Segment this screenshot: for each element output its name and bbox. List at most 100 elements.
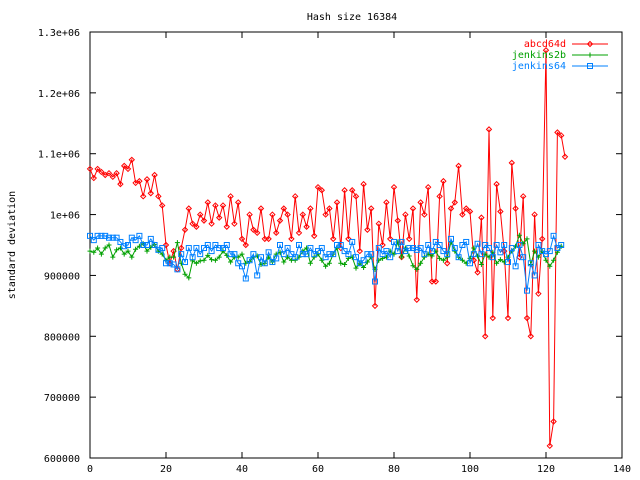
data-point-abcd64d: [238, 235, 246, 243]
data-point-jenkins64: [341, 248, 348, 255]
data-point-jenkins2b: [235, 254, 241, 260]
data-point-jenkins64: [402, 248, 409, 255]
data-point-abcd64d: [136, 177, 143, 185]
data-point-abcd64d: [208, 220, 215, 227]
data-point-jenkins64: [448, 235, 454, 242]
data-point-abcd64d: [493, 180, 500, 188]
data-point-jenkins2b: [216, 254, 222, 260]
data-point-abcd64d: [352, 193, 360, 200]
data-point-jenkins64: [109, 234, 116, 241]
data-point-abcd64d: [276, 217, 284, 224]
data-point-jenkins64: [90, 237, 97, 244]
x-tick-label: 0: [87, 464, 93, 475]
data-point-jenkins64: [493, 242, 500, 248]
x-tick-label: 60: [312, 464, 324, 475]
data-point-abcd64d: [440, 177, 447, 185]
data-point-abcd64d: [497, 208, 504, 215]
data-point-abcd64d: [227, 193, 234, 200]
data-point-jenkins64: [330, 251, 337, 258]
data-point-abcd64d: [253, 229, 261, 237]
data-point-jenkins2b: [414, 266, 420, 272]
data-point-jenkins64: [353, 254, 359, 261]
data-point-abcd64d: [527, 333, 535, 340]
data-point-jenkins64: [125, 242, 131, 248]
x-tick-label: 140: [613, 464, 631, 475]
data-point-abcd64d: [223, 223, 231, 230]
data-point-jenkins64: [478, 251, 485, 258]
data-point-jenkins2b: [209, 257, 215, 263]
data-point-jenkins64: [497, 249, 504, 256]
data-point-abcd64d: [280, 205, 288, 212]
x-tick-label: 120: [537, 464, 555, 475]
data-point-jenkins64: [398, 238, 405, 245]
data-point-abcd64d: [265, 235, 272, 243]
y-tick-label: 1.2e+06: [38, 89, 80, 100]
data-point-abcd64d: [307, 205, 314, 212]
y-tick-label: 900000: [44, 271, 80, 282]
series-line-jenkins64: [89, 234, 562, 291]
data-point-jenkins64: [258, 254, 264, 261]
data-point-abcd64d: [542, 47, 550, 54]
data-point-abcd64d: [341, 187, 348, 194]
data-point-jenkins2b: [547, 263, 553, 269]
data-point-jenkins2b: [212, 257, 218, 263]
data-point-jenkins2b: [95, 245, 101, 251]
data-point-jenkins64: [87, 232, 93, 239]
data-point-jenkins2b: [323, 263, 329, 269]
data-point-jenkins2b: [311, 254, 317, 260]
data-point-jenkins2b: [281, 259, 287, 265]
data-point-jenkins64: [508, 245, 515, 252]
data-point-jenkins2b: [186, 275, 192, 281]
data-point-jenkins2b: [106, 242, 112, 248]
data-point-abcd64d: [231, 220, 238, 227]
data-point-abcd64d: [550, 418, 557, 425]
data-point-jenkins64: [444, 251, 451, 258]
data-point-abcd64d: [128, 156, 136, 164]
data-point-abcd64d: [329, 235, 337, 243]
data-point-abcd64d: [196, 211, 204, 218]
data-point-jenkins64: [322, 254, 329, 261]
data-point-abcd64d: [291, 193, 299, 200]
data-point-jenkins64: [467, 260, 473, 267]
data-point-jenkins64: [155, 246, 162, 253]
data-point-abcd64d: [386, 235, 394, 243]
data-point-jenkins64: [554, 245, 561, 252]
data-point-abcd64d: [443, 260, 451, 267]
legend-label-jenkins64: jenkins64: [512, 61, 566, 72]
data-point-jenkins64: [170, 261, 177, 268]
data-point-abcd64d: [348, 187, 356, 194]
data-point-jenkins64: [368, 251, 375, 258]
data-point-abcd64d: [193, 223, 200, 230]
data-point-jenkins64: [535, 242, 542, 248]
data-point-jenkins64: [531, 272, 538, 279]
data-point-jenkins64: [132, 237, 139, 244]
data-point-jenkins2b: [326, 260, 332, 266]
data-point-jenkins64: [429, 248, 435, 255]
data-point-jenkins2b: [532, 248, 538, 254]
data-point-jenkins64: [212, 242, 219, 248]
data-point-abcd64d: [322, 211, 329, 218]
data-point-abcd64d: [478, 214, 485, 221]
data-point-jenkins2b: [285, 254, 291, 260]
data-point-jenkins64: [410, 245, 416, 252]
data-point-jenkins2b: [190, 258, 196, 264]
data-point-jenkins2b: [338, 260, 344, 266]
data-point-jenkins64: [501, 242, 508, 248]
data-point-abcd64d: [383, 199, 390, 206]
series-jenkins64: [87, 232, 565, 294]
data-point-abcd64d: [360, 180, 367, 188]
data-point-abcd64d: [147, 190, 155, 197]
data-point-abcd64d: [310, 232, 318, 240]
data-point-jenkins64: [277, 242, 283, 248]
data-point-jenkins2b: [110, 254, 116, 260]
data-point-abcd64d: [447, 205, 455, 212]
data-point-abcd64d: [462, 205, 470, 212]
data-point-jenkins64: [296, 242, 302, 248]
y-tick-label: 800000: [44, 332, 80, 343]
data-point-jenkins64: [208, 248, 215, 255]
data-point-jenkins64: [246, 257, 253, 264]
data-point-jenkins64: [432, 238, 439, 245]
data-point-abcd64d: [204, 199, 212, 206]
data-point-abcd64d: [436, 193, 443, 200]
